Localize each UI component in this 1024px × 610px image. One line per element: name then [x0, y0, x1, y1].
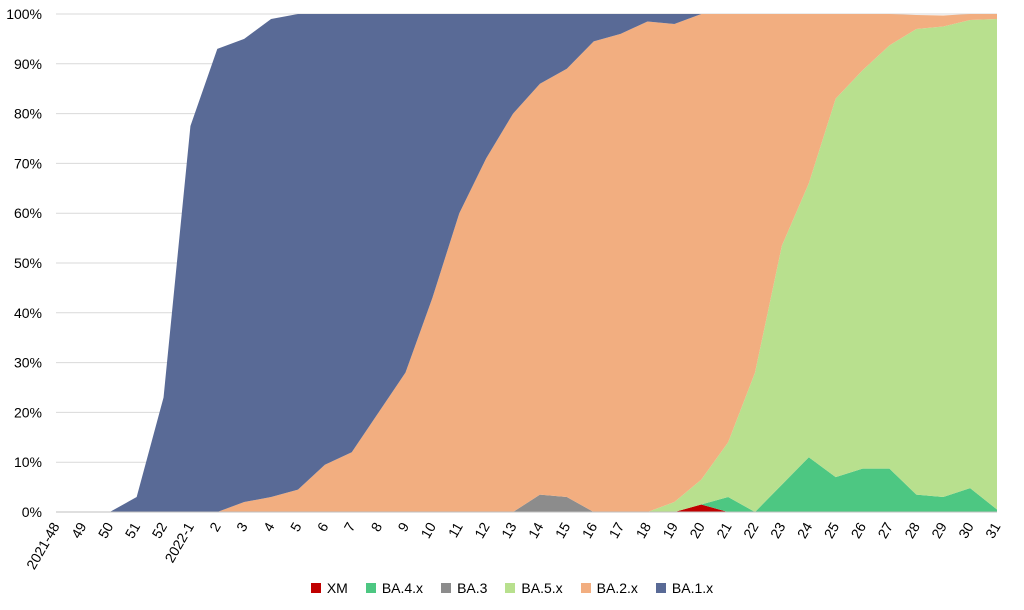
area-series-ba-2-x	[56, 14, 997, 512]
y-tick-labels: 0% 10% 20% 30% 40% 50% 60% 70% 80% 90% 100%	[6, 6, 42, 520]
x-tick-label: 30	[955, 519, 977, 541]
x-tick-label: 28	[901, 519, 923, 541]
legend-label: BA.2.x	[596, 580, 638, 596]
legend-item-ba4[interactable]: BA.4.x	[365, 580, 424, 596]
x-tick-label: 13	[498, 519, 520, 541]
legend-item-ba3[interactable]: BA.3	[441, 580, 487, 596]
x-tick-label: 18	[632, 519, 654, 541]
x-tick-label: 15	[552, 519, 574, 541]
x-tick-label: 20	[686, 519, 708, 541]
legend-swatch	[365, 583, 376, 593]
x-tick-label: 10	[417, 519, 439, 541]
x-tick-label: 25	[821, 519, 843, 541]
x-tick-label: 29	[928, 519, 950, 541]
legend-swatch	[441, 583, 452, 593]
x-tick-label: 26	[848, 519, 870, 541]
x-tick-label: 11	[445, 519, 466, 540]
legend-item-ba1[interactable]: BA.1.x	[655, 580, 714, 596]
x-tick-label: 51	[122, 519, 144, 541]
x-tick-label: 31	[982, 519, 1004, 541]
x-tick-label: 22	[740, 519, 762, 541]
area-series-ba-5-x	[56, 18, 997, 512]
legend-label: XM	[326, 580, 348, 596]
stacked-area-chart: 0% 10% 20% 30% 40% 50% 60% 70% 80% 90% 100% 2021-4…	[6, 6, 1004, 572]
area-series-ba-4-x	[56, 457, 997, 512]
legend-label: BA.1.x	[671, 580, 714, 596]
x-tick-label: 50	[95, 519, 117, 541]
x-tick-label: 24	[794, 519, 816, 541]
y-tick-label: 20%	[14, 404, 42, 420]
x-tick-label: 14	[525, 519, 547, 541]
area-series-ba-1-x	[56, 14, 997, 512]
areas	[56, 14, 997, 512]
x-tick-label: 17	[606, 519, 628, 541]
legend-swatch	[310, 583, 321, 593]
x-tick-label: 3	[233, 519, 251, 534]
x-tick-label: 27	[874, 519, 896, 541]
x-tick-label: 4	[260, 519, 278, 534]
y-tick-label: 40%	[14, 305, 42, 321]
x-tick-label: 6	[314, 519, 332, 534]
y-tick-label: 80%	[14, 106, 42, 122]
y-tick-label: 0%	[22, 504, 42, 520]
legend-swatch	[505, 583, 516, 593]
legend-item-ba5[interactable]: BA.5.x	[505, 580, 563, 596]
x-tick-label: 12	[471, 519, 493, 541]
y-tick-label: 60%	[14, 205, 42, 221]
x-tick-label: 8	[367, 519, 385, 534]
legend-label: BA.4.x	[381, 580, 424, 596]
y-tick-label: 70%	[14, 155, 42, 171]
x-tick-label: 9	[394, 519, 412, 534]
x-tick-label: 21	[713, 519, 735, 541]
y-tick-label: 50%	[14, 255, 42, 271]
y-tick-label: 90%	[14, 56, 42, 72]
x-tick-label: 5	[287, 519, 305, 534]
x-tick-label: 2021-48	[23, 519, 63, 572]
legend-swatch	[655, 583, 666, 593]
y-tick-label: 10%	[14, 454, 42, 470]
x-tick-label: 2	[206, 519, 224, 534]
legend-item-ba2[interactable]: BA.2.x	[580, 580, 638, 596]
legend-item-xm[interactable]: XM	[310, 580, 348, 596]
x-tick-label: 49	[68, 519, 90, 541]
legend-label: BA.3	[457, 580, 488, 596]
x-tick-label: 16	[579, 519, 601, 541]
y-tick-label: 30%	[14, 355, 42, 371]
legend-swatch	[580, 583, 591, 593]
x-tick-label: 52	[148, 519, 170, 541]
x-tick-label: 7	[341, 519, 359, 534]
x-tick-label: 23	[767, 519, 789, 541]
legend: XM BA.4.x BA.3 BA.5.x BA.2.x BA.1.x	[0, 580, 1024, 596]
y-tick-label: 100%	[6, 6, 42, 22]
legend-label: BA.5.x	[521, 580, 563, 596]
x-tick-label: 19	[659, 519, 681, 541]
